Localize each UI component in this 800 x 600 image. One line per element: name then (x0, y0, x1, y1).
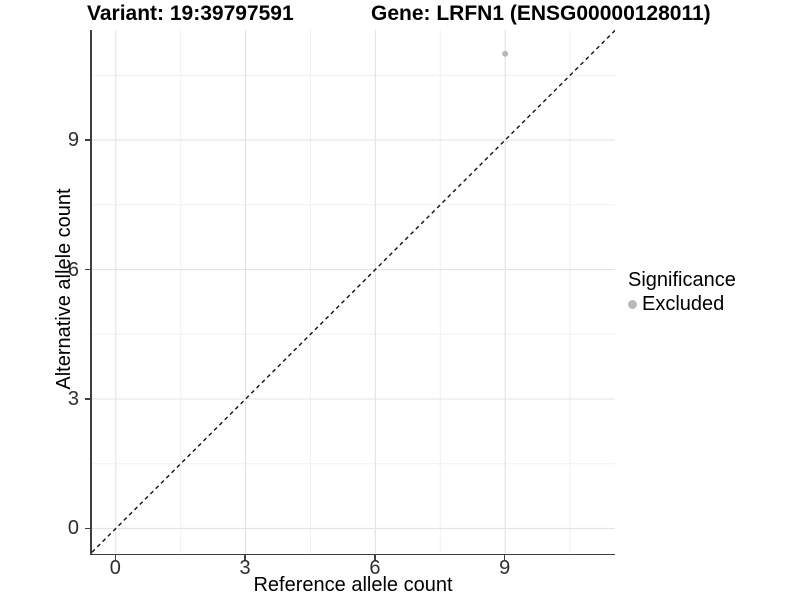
legend-title: Significance (628, 269, 736, 291)
x-tick-mark (244, 555, 246, 561)
x-tick-mark (114, 555, 117, 561)
data-point (501, 50, 508, 57)
y-tick-mark (85, 527, 91, 530)
plot-canvas (91, 29, 616, 554)
y-tick-label: 9 (67, 129, 79, 152)
y-tick-mark (85, 268, 91, 271)
plot-title-variant: Variant: 19:39797591 (87, 2, 294, 25)
x-axis-line (90, 553, 615, 555)
x-tick-label: 9 (499, 557, 511, 579)
y-tick-label: 3 (67, 387, 79, 410)
y-axis-line (90, 30, 92, 555)
x-axis-title: Reference allele count (253, 574, 453, 596)
plot-panel (91, 29, 616, 554)
legend-item-excluded: Excluded (628, 292, 736, 316)
x-tick-label: 0 (109, 557, 121, 579)
y-tick-mark (85, 398, 91, 400)
plot-title-gene: Gene: LRFN1 (ENSG00000128011) (371, 2, 711, 25)
x-tick-label: 6 (369, 557, 381, 579)
y-tick-mark (85, 139, 91, 141)
excluded-dot-icon (628, 299, 637, 309)
x-tick-label: 3 (239, 557, 251, 579)
legend-item-label: Excluded (642, 293, 725, 315)
y-axis-title: Alternative allele count (53, 188, 75, 390)
identity-reference-line (91, 29, 616, 553)
x-tick-mark (374, 555, 376, 561)
y-tick-label: 6 (67, 258, 79, 281)
y-tick-label: 0 (67, 517, 79, 540)
legend: Significance Excluded (628, 268, 736, 316)
x-tick-mark (503, 555, 506, 561)
